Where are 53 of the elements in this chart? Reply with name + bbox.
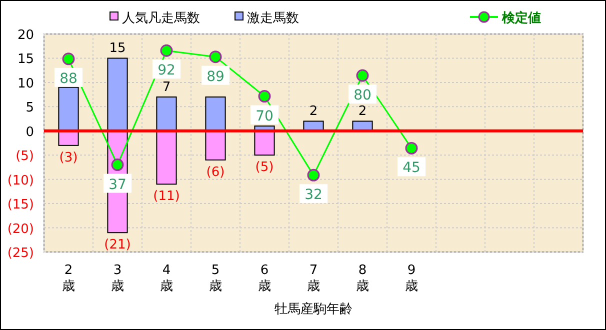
y-tick-label: (10)	[7, 173, 34, 188]
bar	[205, 130, 226, 160]
point	[356, 69, 369, 82]
x-tick-label: 8歳	[356, 263, 369, 294]
data-label: 45	[402, 160, 420, 176]
data-label: 2	[358, 104, 367, 120]
y-tick-label: 20	[17, 28, 34, 43]
y-tick-label: (15)	[7, 198, 34, 213]
y-tick-label: (20)	[7, 222, 34, 237]
y-tick-label: (25)	[7, 246, 34, 261]
y-tick-label: 0	[26, 124, 34, 140]
y-tick-label: 15	[17, 52, 34, 68]
legend-label: 人気凡走馬数	[122, 11, 200, 26]
y-tick-label: 5	[26, 100, 34, 116]
point	[258, 90, 271, 103]
x-tick-label: 7歳	[307, 263, 320, 294]
legend-label: 激走馬数	[247, 11, 299, 26]
legend-label: 検定値	[501, 10, 541, 26]
data-label: 15	[109, 41, 126, 56]
point	[62, 52, 75, 66]
x-axis-title: 牡馬産駒年齢	[274, 301, 352, 317]
data-label: 92	[158, 62, 176, 79]
point	[111, 158, 124, 172]
data-label: 32	[304, 187, 322, 204]
data-label: (11)	[153, 189, 180, 204]
point	[405, 142, 418, 154]
data-label: 2	[309, 104, 318, 120]
data-label: (21)	[104, 238, 131, 253]
data-label: (3)	[59, 150, 78, 166]
point	[160, 44, 173, 57]
x-tick-label: 9歳	[405, 263, 418, 294]
x-tick-label: 4歳	[160, 263, 173, 294]
point	[307, 168, 320, 182]
x-tick-label: 5歳	[209, 263, 222, 294]
bar	[156, 96, 177, 132]
bar	[107, 58, 128, 132]
x-tick-label: 3歳	[111, 263, 124, 294]
data-label: 89	[206, 68, 224, 85]
data-label: 70	[256, 108, 274, 124]
data-label: (6)	[206, 164, 225, 180]
bar	[205, 96, 226, 132]
data-label: 80	[354, 88, 372, 104]
data-label: 37	[108, 176, 126, 193]
x-tick-label: 2歳	[62, 263, 75, 294]
data-label: 88	[60, 70, 78, 87]
bar	[254, 130, 275, 156]
x-tick-label: 6歳	[258, 263, 271, 294]
y-tick-label: 10	[17, 76, 34, 92]
point	[209, 50, 222, 64]
data-label: (5)	[255, 160, 274, 176]
data-label: 7	[162, 80, 171, 95]
y-tick-label: (5)	[16, 149, 34, 164]
bar	[156, 130, 177, 185]
